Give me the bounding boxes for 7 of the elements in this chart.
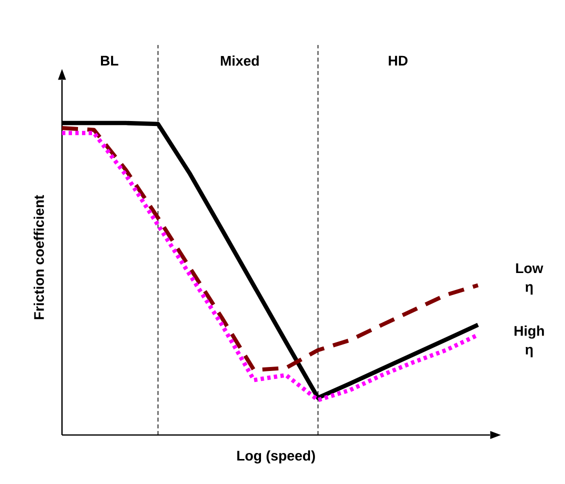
text: BL bbox=[100, 56, 118, 66]
text: Low η bbox=[516, 263, 544, 295]
y-axis-title: Friction coefficient bbox=[34, 195, 44, 320]
x-axis-title: Log (speed) bbox=[237, 450, 315, 464]
text: Mixed bbox=[220, 56, 259, 66]
text: HD bbox=[388, 56, 408, 66]
text: High η bbox=[514, 326, 544, 358]
